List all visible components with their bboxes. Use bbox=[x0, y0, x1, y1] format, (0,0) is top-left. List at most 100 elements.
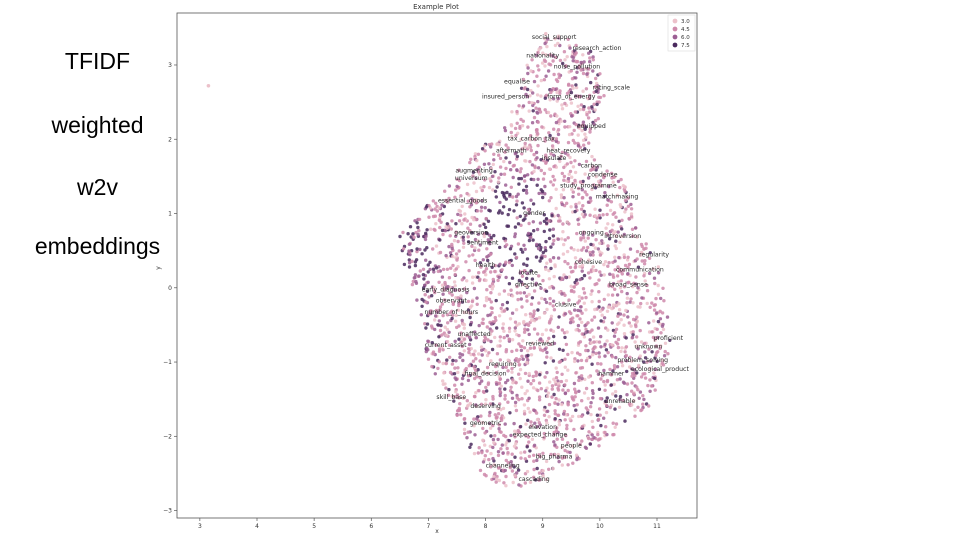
scatter-point bbox=[566, 463, 570, 467]
scatter-point bbox=[520, 124, 525, 128]
scatter-point bbox=[491, 456, 495, 461]
scatter-point bbox=[483, 454, 487, 458]
scatter-point bbox=[639, 250, 644, 254]
scatter-point bbox=[531, 238, 535, 242]
scatter-point bbox=[510, 276, 515, 280]
scatter-point bbox=[534, 281, 538, 285]
scatter-point bbox=[491, 423, 495, 428]
scatter-point bbox=[588, 196, 593, 200]
scatter-point bbox=[497, 381, 502, 385]
scatter-point bbox=[430, 341, 434, 345]
scatter-point bbox=[543, 96, 547, 100]
scatter-point bbox=[592, 122, 596, 127]
scatter-point bbox=[549, 317, 553, 321]
scatter-point bbox=[594, 238, 598, 242]
scatter-point bbox=[582, 143, 586, 147]
scatter-point bbox=[552, 341, 557, 346]
scatter-point bbox=[536, 246, 541, 251]
scatter-point bbox=[563, 455, 567, 460]
scatter-point bbox=[610, 306, 614, 311]
scatter-point bbox=[574, 94, 578, 98]
scatter-point bbox=[581, 120, 586, 124]
scatter-point bbox=[463, 368, 467, 372]
scatter-point bbox=[542, 431, 546, 436]
scatter-point bbox=[612, 231, 616, 235]
scatter-point bbox=[544, 74, 548, 78]
scatter-point bbox=[462, 371, 466, 375]
word-label: study_programme bbox=[560, 183, 617, 190]
scatter-point bbox=[636, 265, 641, 269]
scatter-point bbox=[438, 308, 442, 312]
scatter-point bbox=[544, 160, 548, 164]
scatter-point bbox=[574, 390, 578, 394]
scatter-point bbox=[662, 354, 667, 358]
scatter-point bbox=[564, 64, 568, 68]
scatter-point bbox=[453, 339, 457, 343]
x-tick-label: 6 bbox=[369, 523, 373, 530]
word-label: research_action bbox=[573, 45, 622, 52]
scatter-point bbox=[466, 240, 471, 244]
scatter-point bbox=[512, 444, 517, 448]
scatter-point bbox=[586, 271, 591, 275]
scatter-point bbox=[552, 334, 556, 339]
scatter-point bbox=[574, 205, 578, 209]
scatter-point bbox=[457, 337, 461, 341]
scatter-point bbox=[571, 190, 575, 194]
scatter-point bbox=[415, 249, 419, 254]
scatter-point bbox=[557, 423, 562, 427]
scatter-point bbox=[525, 284, 529, 289]
scatter-point bbox=[574, 408, 578, 412]
scatter-point bbox=[634, 275, 638, 279]
scatter-point bbox=[546, 394, 550, 399]
scatter-point bbox=[569, 205, 573, 209]
scatter-point bbox=[529, 148, 533, 153]
scatter-point bbox=[663, 341, 668, 345]
scatter-point bbox=[482, 390, 486, 395]
scatter-point bbox=[570, 175, 574, 179]
scatter-point bbox=[504, 474, 508, 479]
scatter-point bbox=[524, 213, 528, 218]
scatter-point bbox=[550, 138, 555, 142]
scatter-point bbox=[424, 258, 428, 262]
scatter-point bbox=[547, 467, 551, 471]
scatter-point bbox=[494, 480, 498, 484]
scatter-point bbox=[475, 200, 479, 205]
scatter-point bbox=[556, 325, 560, 329]
scatter-point bbox=[643, 279, 647, 283]
scatter-point bbox=[592, 183, 596, 187]
scatter-point bbox=[556, 128, 561, 132]
scatter-point bbox=[594, 351, 598, 356]
scatter-point bbox=[573, 178, 577, 183]
scatter-point bbox=[461, 390, 466, 394]
scatter-point bbox=[486, 219, 491, 223]
scatter-point bbox=[562, 331, 567, 335]
scatter-point bbox=[465, 290, 469, 295]
scatter-point bbox=[479, 414, 483, 418]
scatter-point bbox=[608, 367, 612, 372]
scatter-point bbox=[515, 168, 519, 172]
scatter-point bbox=[541, 278, 545, 283]
scatter-point bbox=[559, 379, 564, 384]
scatter-point bbox=[569, 317, 573, 322]
scatter-point bbox=[542, 171, 547, 176]
scatter-point bbox=[486, 371, 491, 375]
scatter-point bbox=[532, 152, 536, 157]
scatter-point bbox=[457, 324, 461, 328]
scatter-point bbox=[536, 120, 540, 124]
scatter-point bbox=[551, 97, 556, 101]
scatter-point bbox=[423, 237, 428, 242]
scatter-point bbox=[571, 86, 575, 90]
scatter-point bbox=[623, 263, 628, 268]
scatter-point bbox=[639, 375, 644, 379]
scatter-point bbox=[636, 347, 640, 351]
scatter-point bbox=[478, 359, 482, 363]
scatter-point bbox=[631, 301, 635, 305]
scatter-point bbox=[447, 330, 451, 334]
scatter-point bbox=[460, 335, 464, 339]
scatter-point bbox=[619, 349, 623, 354]
scatter-point bbox=[511, 378, 515, 382]
scatter-point bbox=[625, 296, 630, 300]
scatter-point bbox=[545, 44, 549, 49]
scatter-point bbox=[656, 271, 661, 275]
scatter-point bbox=[551, 54, 555, 58]
